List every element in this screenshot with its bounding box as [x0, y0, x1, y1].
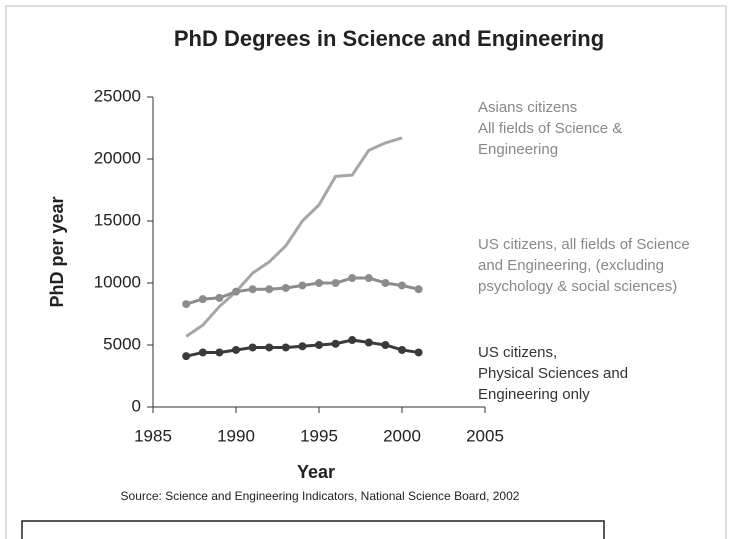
y-tick-label: 20000 — [94, 148, 141, 167]
x-tick-label: 1990 — [217, 426, 255, 445]
marker — [215, 293, 224, 302]
marker — [232, 345, 240, 354]
marker — [381, 341, 390, 349]
marker — [215, 348, 224, 357]
marker — [364, 274, 373, 283]
y-tick-label: 25000 — [94, 86, 141, 105]
marker — [298, 342, 307, 351]
marker — [198, 348, 207, 357]
series-label: US citizens, all fields of Science — [478, 236, 690, 253]
x-tick-label: 2005 — [466, 426, 504, 445]
marker — [248, 343, 257, 352]
series-label: and Engineering, (excluding — [478, 257, 664, 274]
marker — [315, 341, 323, 349]
series-label: Engineering only — [478, 386, 590, 403]
box — [21, 520, 605, 539]
marker — [248, 285, 257, 294]
marker — [315, 279, 323, 287]
chart-title: PhD Degrees in Science and Engineering — [174, 26, 604, 51]
y-tick-label: 15000 — [94, 210, 141, 229]
marker — [281, 283, 290, 292]
x-tick-label: 2000 — [383, 426, 421, 445]
marker — [198, 295, 207, 304]
marker — [348, 274, 357, 283]
marker — [232, 287, 240, 296]
marker — [281, 343, 290, 352]
series-label: psychology & social sciences) — [478, 278, 677, 295]
x-axis-title: Year — [297, 462, 335, 482]
source: Source: Science and Engineering Indicato… — [121, 489, 520, 503]
series-label: Asians citizens — [478, 99, 577, 116]
marker — [265, 343, 274, 352]
y-axis-title: PhD per year — [47, 196, 67, 307]
marker — [398, 345, 406, 354]
marker — [414, 285, 423, 294]
series-label: US citizens, — [478, 344, 557, 361]
x-tick-label: 1995 — [300, 426, 338, 445]
marker — [414, 348, 423, 357]
series-label: Physical Sciences and — [478, 365, 628, 382]
frame — [5, 5, 727, 539]
marker — [331, 339, 340, 348]
series-label: All fields of Science & — [478, 120, 622, 137]
marker — [298, 281, 307, 290]
marker — [381, 279, 390, 287]
series-line — [185, 136, 403, 338]
y-tick-label: 10000 — [94, 272, 141, 291]
marker — [348, 336, 357, 345]
marker — [182, 352, 191, 361]
x-tick-label: 1985 — [134, 426, 172, 445]
y-tick-label: 5000 — [103, 334, 141, 353]
marker — [331, 279, 340, 287]
series-label: Engineering — [478, 141, 558, 158]
marker — [398, 281, 406, 290]
marker — [364, 338, 373, 347]
marker — [265, 285, 274, 294]
marker — [182, 300, 191, 309]
y-tick-label: 0 — [132, 396, 141, 415]
